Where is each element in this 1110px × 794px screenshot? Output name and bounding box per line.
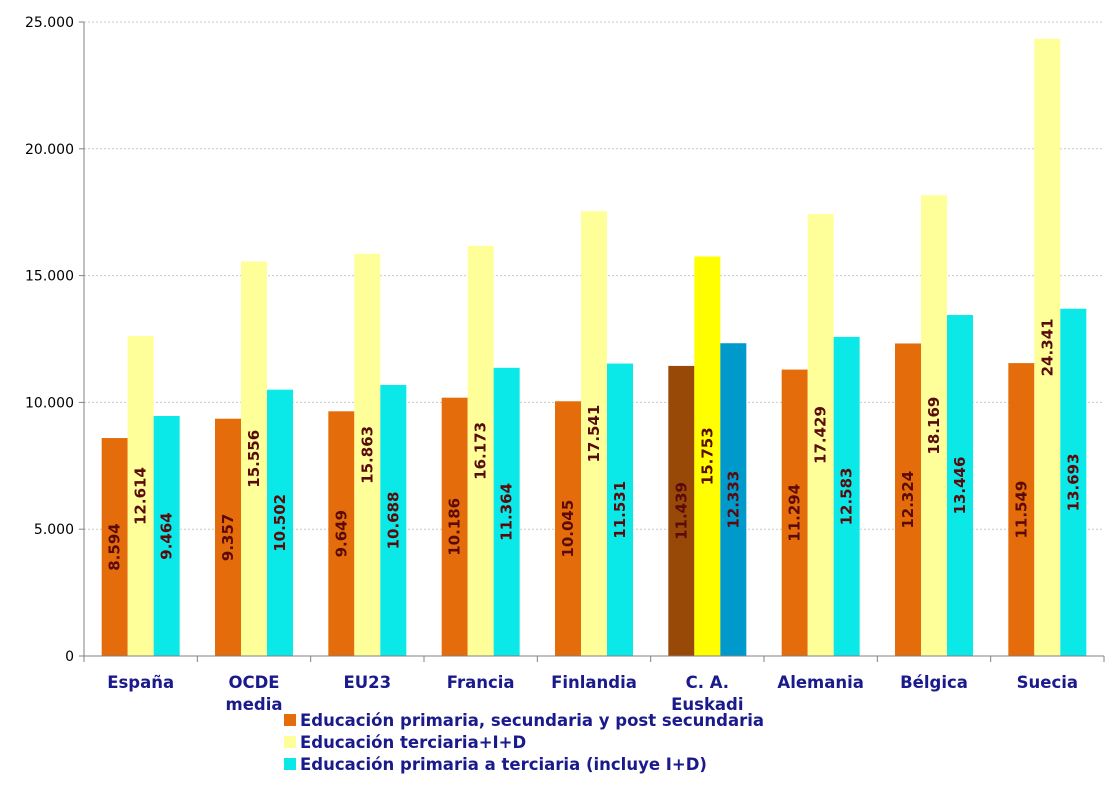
bar (380, 384, 407, 656)
bar (581, 211, 607, 657)
category-label: C. A. Euskadi (671, 673, 743, 714)
category-label: EU23 (344, 673, 392, 692)
bar (215, 418, 241, 656)
legend-swatch (284, 758, 296, 770)
data-label: 24.341 (1038, 318, 1056, 376)
bar (101, 438, 128, 656)
category-label: Finlandia (551, 673, 637, 692)
y-tick-label: 10.000 (25, 395, 74, 411)
y-tick-label: 15.000 (25, 269, 74, 285)
data-label: 10.688 (384, 492, 402, 550)
data-label: 9.649 (332, 510, 350, 557)
data-label: 17.541 (585, 405, 603, 463)
data-labels: 8.594 12.614 9.464 9.357 15.556 10.502 9.649 15… (106, 318, 1083, 570)
data-label: 13.446 (951, 457, 969, 515)
data-label: 17.429 (812, 406, 830, 464)
bar (127, 336, 154, 656)
category-label: OCDE media (226, 673, 283, 714)
data-label: 10.045 (559, 500, 577, 558)
bar (241, 261, 267, 656)
category-labels: España OCDE media EU23 Francia Finlandia C. A.… (107, 673, 1078, 714)
bar (153, 415, 180, 656)
bar (921, 195, 947, 656)
category-label: Bélgica (900, 673, 968, 692)
category-label: Alemania (777, 673, 863, 692)
bar (267, 389, 293, 656)
data-label: 12.324 (899, 471, 917, 529)
data-label: 10.186 (446, 498, 464, 556)
data-label: 15.753 (698, 427, 716, 485)
data-label: 15.863 (358, 426, 376, 484)
bar (694, 256, 721, 656)
data-label: 12.333 (724, 471, 742, 529)
bar (555, 401, 581, 656)
bar (467, 245, 494, 656)
bar (1060, 308, 1087, 656)
data-label: 11.549 (1012, 481, 1030, 539)
bar (668, 365, 695, 656)
bar (781, 369, 808, 656)
legend: Educación primaria, secundaria y post se… (284, 711, 764, 774)
data-label: 9.357 (219, 514, 237, 561)
bars (101, 38, 1087, 657)
bar (947, 315, 973, 656)
data-label: 11.531 (611, 481, 629, 539)
category-label: Suecia (1017, 673, 1078, 692)
data-label: 8.594 (106, 523, 124, 570)
bar (895, 343, 921, 656)
data-label: 10.502 (271, 494, 289, 552)
category-label: Francia (447, 673, 515, 692)
bar (328, 411, 355, 656)
bar (833, 336, 860, 656)
y-tick-labels: 0 5.000 10.000 15.000 20.000 25.000 (25, 15, 84, 665)
y-tick-label: 5.000 (34, 522, 74, 538)
data-label: 16.173 (472, 422, 490, 480)
data-label: 13.693 (1064, 453, 1082, 511)
data-label: 11.364 (498, 483, 516, 541)
bar (1034, 38, 1061, 657)
y-tick-label: 0 (65, 649, 74, 665)
bar (1008, 363, 1035, 656)
axes (83, 22, 1105, 662)
legend-label: Educación primaria, secundaria y post se… (300, 711, 764, 730)
legend-swatch (284, 736, 296, 748)
data-label: 9.464 (158, 512, 176, 559)
legend-label: Educación primaria a terciaria (incluye … (300, 755, 707, 774)
data-label: 12.614 (132, 467, 150, 525)
bar (441, 397, 468, 656)
y-tick-label: 20.000 (25, 142, 74, 158)
bar (354, 253, 381, 656)
data-label: 11.439 (672, 482, 690, 540)
data-label: 18.169 (925, 397, 943, 455)
bar (720, 343, 747, 656)
y-tick-label: 25.000 (25, 15, 74, 31)
bar (807, 214, 834, 657)
data-label: 12.583 (838, 468, 856, 526)
bar (493, 367, 520, 656)
category-label: España (107, 673, 174, 692)
legend-label: Educación terciaria+I+D (300, 733, 526, 752)
bar (607, 363, 633, 656)
data-label: 11.294 (786, 484, 804, 542)
data-label: 15.556 (245, 430, 263, 488)
legend-swatch (284, 714, 296, 726)
